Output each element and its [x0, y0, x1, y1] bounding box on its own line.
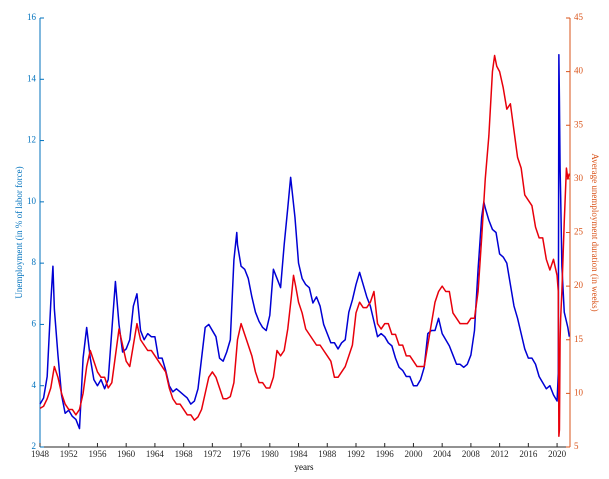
x-tick-label: 2004 — [433, 449, 452, 459]
y-tick-label: 4 — [32, 380, 37, 390]
x-tick-label: 2016 — [519, 449, 538, 459]
x-tick-label: 2008 — [462, 449, 481, 459]
y2-tick-label: 30 — [574, 173, 584, 183]
y2-tick-label: 10 — [574, 387, 584, 397]
x-tick-label: 1992 — [347, 449, 365, 459]
x-axis-label: years — [295, 462, 314, 472]
x-tick-label: 1988 — [318, 449, 337, 459]
y2-tick-label: 5 — [574, 441, 579, 451]
x-tick-label: 2020 — [548, 449, 567, 459]
y-tick-label: 6 — [32, 318, 37, 328]
y-tick-label: 16 — [27, 12, 37, 22]
data-line — [39, 54, 571, 438]
x-tick-label: 1972 — [203, 449, 221, 459]
y-axis-label: Unemployment (in % of labor force) — [14, 166, 24, 298]
x-tick-label: 1964 — [146, 449, 165, 459]
x-tick-label: 1948 — [31, 449, 50, 459]
x-tick-label: 1980 — [261, 449, 280, 459]
y-tick-label: 10 — [27, 196, 37, 206]
y-tick-label: 14 — [27, 73, 37, 83]
x-tick-label: 1956 — [88, 449, 107, 459]
x-tick-label: 2000 — [404, 449, 423, 459]
x-tick-label: 1960 — [117, 449, 136, 459]
x-tick-label: 1968 — [175, 449, 194, 459]
y2-axis-label: Average unemployment duration (in weeks) — [590, 153, 600, 311]
x-tick-label: 2012 — [491, 449, 509, 459]
y2-tick-label: 25 — [574, 227, 584, 237]
y2-tick-label: 45 — [574, 12, 584, 22]
x-tick-label: 1952 — [60, 449, 78, 459]
y2-tick-label: 35 — [574, 119, 584, 129]
x-tick-label: 1996 — [376, 449, 395, 459]
data-line — [39, 54, 571, 430]
y-tick-label: 2 — [32, 441, 37, 451]
y2-tick-label: 15 — [574, 334, 584, 344]
x-tick-label: 1984 — [290, 449, 309, 459]
x-tick-label: 1976 — [232, 449, 251, 459]
y2-tick-label: 20 — [574, 280, 584, 290]
y-tick-label: 12 — [27, 135, 36, 145]
y2-tick-label: 40 — [574, 66, 584, 76]
y-tick-label: 8 — [32, 257, 37, 267]
